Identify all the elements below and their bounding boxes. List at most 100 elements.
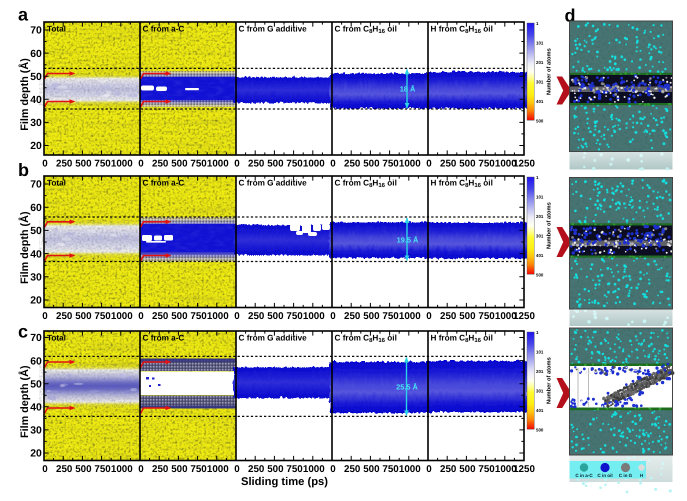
- svg-text:Film depth (Å): Film depth (Å): [18, 211, 31, 284]
- svg-text:1000: 1000: [111, 311, 133, 322]
- svg-text:1250: 1250: [513, 158, 535, 169]
- svg-text:250: 250: [56, 464, 73, 475]
- svg-text:0: 0: [330, 464, 336, 475]
- svg-text:750: 750: [94, 311, 111, 322]
- svg-text:750: 750: [190, 158, 207, 169]
- svg-text:750: 750: [382, 158, 399, 169]
- svg-text:750: 750: [286, 311, 303, 322]
- svg-text:500: 500: [459, 158, 476, 169]
- svg-text:40: 40: [30, 95, 42, 106]
- svg-text:201: 201: [536, 60, 544, 65]
- svg-text:30: 30: [30, 273, 42, 284]
- svg-text:0: 0: [426, 464, 432, 475]
- svg-text:C from a-C: C from a-C: [143, 334, 185, 343]
- svg-text:500: 500: [267, 158, 284, 169]
- svg-text:250: 250: [248, 311, 265, 322]
- svg-text:Film depth (Å): Film depth (Å): [18, 58, 31, 131]
- svg-text:301: 301: [536, 79, 544, 84]
- svg-text:Total: Total: [47, 179, 66, 188]
- svg-text:1000: 1000: [495, 158, 517, 169]
- svg-text:30: 30: [30, 118, 42, 129]
- svg-text:101: 101: [536, 194, 544, 199]
- svg-text:750: 750: [382, 311, 399, 322]
- svg-text:C from G additive: C from G additive: [239, 179, 308, 188]
- svg-text:C from C8H16 oil: C from C8H16 oil: [335, 179, 397, 190]
- svg-text:500: 500: [267, 464, 284, 475]
- svg-text:1000: 1000: [495, 464, 517, 475]
- svg-text:750: 750: [478, 464, 495, 475]
- svg-text:20: 20: [30, 449, 42, 460]
- svg-text:1000: 1000: [111, 464, 133, 475]
- svg-text:1: 1: [536, 21, 539, 26]
- svg-text:500: 500: [75, 311, 92, 322]
- svg-text:750: 750: [94, 158, 111, 169]
- svg-text:0: 0: [138, 311, 144, 322]
- svg-text:401: 401: [536, 408, 544, 413]
- svg-text:C from G additive: C from G additive: [239, 334, 308, 343]
- svg-text:500: 500: [459, 311, 476, 322]
- svg-text:Total: Total: [47, 334, 66, 343]
- svg-text:Number of atoms: Number of atoms: [546, 48, 553, 95]
- svg-text:1000: 1000: [399, 464, 421, 475]
- svg-text:250: 250: [152, 158, 169, 169]
- svg-text:500: 500: [363, 311, 380, 322]
- svg-text:201: 201: [536, 369, 544, 374]
- svg-text:50: 50: [30, 379, 42, 390]
- svg-text:Sliding time (ps): Sliding time (ps): [241, 476, 328, 488]
- svg-text:H from C8H16 oil: H from C8H16 oil: [431, 25, 493, 36]
- svg-text:750: 750: [94, 464, 111, 475]
- svg-text:250: 250: [440, 311, 457, 322]
- svg-text:19.5 Å: 19.5 Å: [397, 235, 419, 244]
- svg-text:250: 250: [152, 311, 169, 322]
- svg-text:1000: 1000: [207, 464, 229, 475]
- svg-text:250: 250: [248, 158, 265, 169]
- svg-text:500: 500: [536, 427, 544, 432]
- svg-text:60: 60: [30, 203, 42, 214]
- svg-text:H: H: [640, 473, 644, 478]
- svg-text:500: 500: [171, 158, 188, 169]
- svg-text:1000: 1000: [399, 158, 421, 169]
- svg-text:1000: 1000: [207, 311, 229, 322]
- svg-text:750: 750: [478, 311, 495, 322]
- svg-text:1: 1: [536, 330, 539, 335]
- svg-text:101: 101: [536, 40, 544, 45]
- svg-text:500: 500: [171, 311, 188, 322]
- svg-text:1250: 1250: [513, 464, 535, 475]
- svg-text:500: 500: [75, 158, 92, 169]
- svg-text:500: 500: [459, 464, 476, 475]
- svg-text:0: 0: [426, 158, 432, 169]
- svg-text:Total: Total: [47, 25, 66, 34]
- svg-text:1000: 1000: [399, 311, 421, 322]
- svg-text:25.5 Å: 25.5 Å: [396, 382, 418, 391]
- svg-text:101: 101: [536, 349, 544, 354]
- svg-text:C in a-C: C in a-C: [575, 473, 593, 478]
- svg-text:d: d: [565, 6, 576, 26]
- svg-text:1000: 1000: [207, 158, 229, 169]
- svg-text:1000: 1000: [303, 464, 325, 475]
- svg-text:250: 250: [344, 158, 361, 169]
- svg-text:H from C8H16 oil: H from C8H16 oil: [431, 334, 493, 345]
- svg-text:500: 500: [75, 464, 92, 475]
- svg-text:500: 500: [363, 158, 380, 169]
- svg-text:Film depth (Å): Film depth (Å): [18, 365, 31, 438]
- svg-text:500: 500: [267, 311, 284, 322]
- svg-text:250: 250: [56, 311, 73, 322]
- svg-text:70: 70: [30, 26, 42, 37]
- svg-text:201: 201: [536, 214, 544, 219]
- svg-text:0: 0: [234, 158, 240, 169]
- svg-text:0: 0: [42, 158, 48, 169]
- svg-text:250: 250: [248, 464, 265, 475]
- svg-text:0: 0: [138, 464, 144, 475]
- svg-text:750: 750: [190, 464, 207, 475]
- svg-text:0: 0: [330, 311, 336, 322]
- svg-text:750: 750: [478, 158, 495, 169]
- svg-text:250: 250: [440, 158, 457, 169]
- svg-text:18 Å: 18 Å: [400, 85, 416, 94]
- svg-text:250: 250: [152, 464, 169, 475]
- svg-text:30: 30: [30, 426, 42, 437]
- svg-text:20: 20: [30, 296, 42, 307]
- svg-text:500: 500: [536, 272, 544, 277]
- svg-text:C in G: C in G: [619, 473, 633, 478]
- svg-text:70: 70: [30, 333, 42, 344]
- svg-text:a: a: [18, 5, 29, 25]
